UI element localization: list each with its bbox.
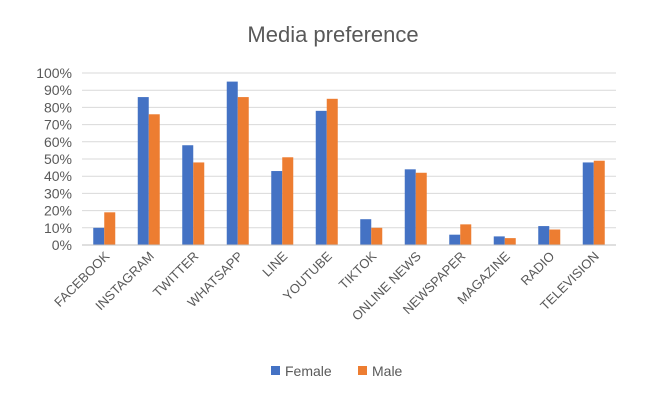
legend: Female Male <box>271 363 403 379</box>
y-tick-label: 70% <box>44 117 72 133</box>
legend-swatch-male <box>358 366 367 375</box>
bar-female-online-news <box>404 169 416 245</box>
bar-male-magazine <box>504 238 516 245</box>
bar-female-facebook <box>93 227 105 245</box>
x-tick-label: RADIO <box>518 249 558 289</box>
y-tick-label: 30% <box>44 185 72 201</box>
bar-female-tiktok <box>360 219 372 245</box>
bar-female-twitter <box>182 145 194 245</box>
y-tick-label: 90% <box>44 82 72 98</box>
y-axis-ticks: 0%10%20% 30%40%50%60%70% 80%90%100% <box>36 65 72 253</box>
bar-female-youtube <box>315 110 327 245</box>
y-tick-label: 20% <box>44 203 72 219</box>
y-tick-label: 50% <box>44 151 72 167</box>
bar-male-facebook <box>104 212 116 245</box>
bar-female-radio <box>538 226 550 245</box>
bar-male-twitter <box>193 162 205 245</box>
bar-male-newspaper <box>460 224 472 245</box>
bar-male-youtube <box>326 98 338 245</box>
bar-male-tiktok <box>371 227 383 245</box>
bar-female-instagram <box>137 97 149 245</box>
x-tick-label: YOUTUBE <box>280 248 335 303</box>
bar-male-radio <box>549 229 561 245</box>
bar-male-online-news <box>415 172 427 245</box>
y-tick-label: 80% <box>44 99 72 115</box>
gridlines <box>82 72 616 229</box>
chart-title: Media preference <box>247 22 418 47</box>
x-tick-label: TIKTOK <box>336 248 380 292</box>
y-tick-label: 10% <box>44 220 72 236</box>
bars <box>93 81 605 245</box>
bar-female-line <box>271 171 283 245</box>
bar-female-magazine <box>493 236 505 245</box>
legend-swatch-female <box>271 366 280 375</box>
y-tick-label: 60% <box>44 134 72 150</box>
bar-male-television <box>593 160 605 245</box>
bar-male-instagram <box>148 114 160 245</box>
y-tick-label: 100% <box>36 65 72 81</box>
legend-label-female: Female <box>285 363 332 379</box>
legend-label-male: Male <box>372 363 403 379</box>
y-tick-label: 40% <box>44 168 72 184</box>
bar-male-line <box>282 157 294 245</box>
bar-female-whatsapp <box>226 81 238 245</box>
y-tick-label: 0% <box>52 237 72 253</box>
x-tick-label: LINE <box>259 248 290 279</box>
bar-female-newspaper <box>449 234 461 245</box>
bar-female-television <box>582 162 594 245</box>
bar-male-whatsapp <box>237 97 249 245</box>
